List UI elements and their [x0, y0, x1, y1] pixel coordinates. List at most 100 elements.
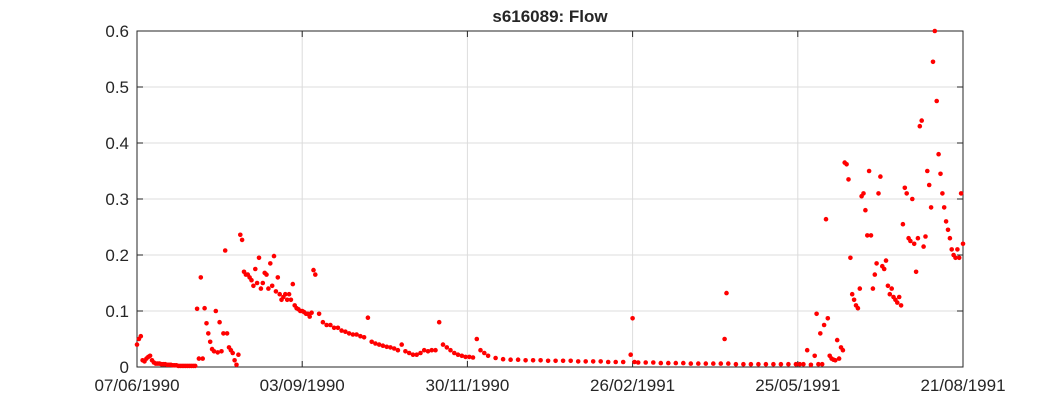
- data-point: [778, 361, 784, 367]
- data-point: [756, 361, 761, 367]
- data-point: [833, 358, 838, 363]
- data-point: [681, 360, 686, 366]
- data-point: [771, 361, 776, 367]
- data-point: [887, 291, 893, 297]
- data-point: [384, 344, 390, 350]
- data-point: [500, 356, 506, 362]
- data-point: [941, 205, 947, 210]
- data-point: [234, 362, 239, 368]
- data-point: [217, 319, 222, 325]
- data-point: [236, 352, 241, 358]
- data-point: [583, 359, 588, 364]
- data-point: [388, 345, 393, 350]
- data-point: [857, 286, 863, 291]
- data-point: [910, 196, 915, 202]
- data-point: [821, 322, 827, 328]
- data-point: [936, 151, 941, 157]
- data-point: [863, 207, 868, 213]
- data-point: [793, 361, 799, 367]
- data-point: [724, 290, 729, 296]
- data-point: [741, 361, 746, 367]
- data-point: [801, 361, 806, 367]
- data-point: [339, 328, 344, 333]
- data-point: [258, 286, 264, 291]
- data-point: [666, 360, 671, 366]
- data-point: [251, 283, 256, 289]
- data-point: [256, 255, 262, 261]
- data-point: [222, 248, 228, 253]
- y-tick-label: 0.6: [105, 22, 129, 41]
- data-point: [733, 361, 739, 367]
- data-point: [467, 354, 472, 360]
- data-point: [818, 331, 823, 336]
- data-point: [726, 361, 731, 366]
- data-point: [485, 353, 491, 359]
- data-point: [436, 319, 442, 325]
- data-point: [147, 353, 153, 359]
- data-point: [463, 354, 468, 360]
- data-point: [361, 335, 367, 340]
- data-point: [335, 325, 341, 331]
- data-point: [138, 333, 144, 339]
- x-tick-label: 30/11/1990: [425, 376, 509, 395]
- y-tick-label: 0.3: [105, 190, 129, 209]
- data-point: [204, 321, 209, 326]
- data-point: [515, 357, 521, 363]
- data-point: [861, 191, 866, 196]
- data-point: [395, 347, 401, 353]
- data-point: [855, 305, 861, 311]
- data-point: [911, 241, 917, 247]
- data-point: [455, 352, 461, 358]
- data-point: [238, 232, 243, 238]
- data-point: [808, 362, 814, 368]
- data-point: [844, 162, 849, 167]
- data-point: [876, 191, 881, 196]
- data-point: [470, 355, 476, 360]
- data-point: [553, 358, 558, 364]
- data-point: [429, 347, 435, 353]
- data-point: [283, 291, 288, 297]
- data-point: [635, 360, 641, 365]
- data-point: [358, 333, 363, 339]
- data-point: [288, 297, 294, 303]
- data-point: [836, 356, 842, 361]
- data-point: [923, 234, 928, 239]
- x-tick-labels: 07/06/1990 03/09/1990 30/11/1990 26/02/1991…: [94, 376, 1005, 395]
- data-point: [134, 342, 140, 347]
- data-point: [881, 266, 887, 272]
- data-point: [575, 359, 581, 364]
- data-point: [406, 350, 412, 356]
- data-point: [320, 319, 326, 325]
- data-point: [696, 361, 701, 366]
- data-point: [268, 261, 273, 266]
- data-point: [885, 283, 891, 289]
- data-point: [215, 350, 220, 355]
- data-point: [613, 359, 618, 365]
- data-point: [421, 347, 427, 353]
- data-point: [309, 310, 314, 316]
- data-point: [376, 342, 382, 347]
- data-point: [934, 98, 939, 104]
- data-point: [198, 275, 204, 280]
- data-point: [913, 269, 919, 275]
- data-point: [482, 350, 487, 356]
- x-tick-label: 25/05/1991: [755, 376, 840, 395]
- data-point: [202, 305, 207, 311]
- data-point: [444, 345, 450, 350]
- data-point: [266, 286, 271, 291]
- data-point: [313, 272, 318, 277]
- data-point: [895, 300, 900, 305]
- data-point: [418, 350, 423, 356]
- data-point: [545, 358, 551, 364]
- data-point: [953, 255, 958, 261]
- data-point: [628, 352, 633, 358]
- data-point: [868, 233, 874, 238]
- data-point: [523, 358, 528, 363]
- data-point: [568, 358, 573, 364]
- data-point: [651, 360, 656, 365]
- data-point: [930, 59, 936, 65]
- data-point: [921, 244, 926, 249]
- data-point: [851, 297, 857, 303]
- data-point: [673, 360, 679, 366]
